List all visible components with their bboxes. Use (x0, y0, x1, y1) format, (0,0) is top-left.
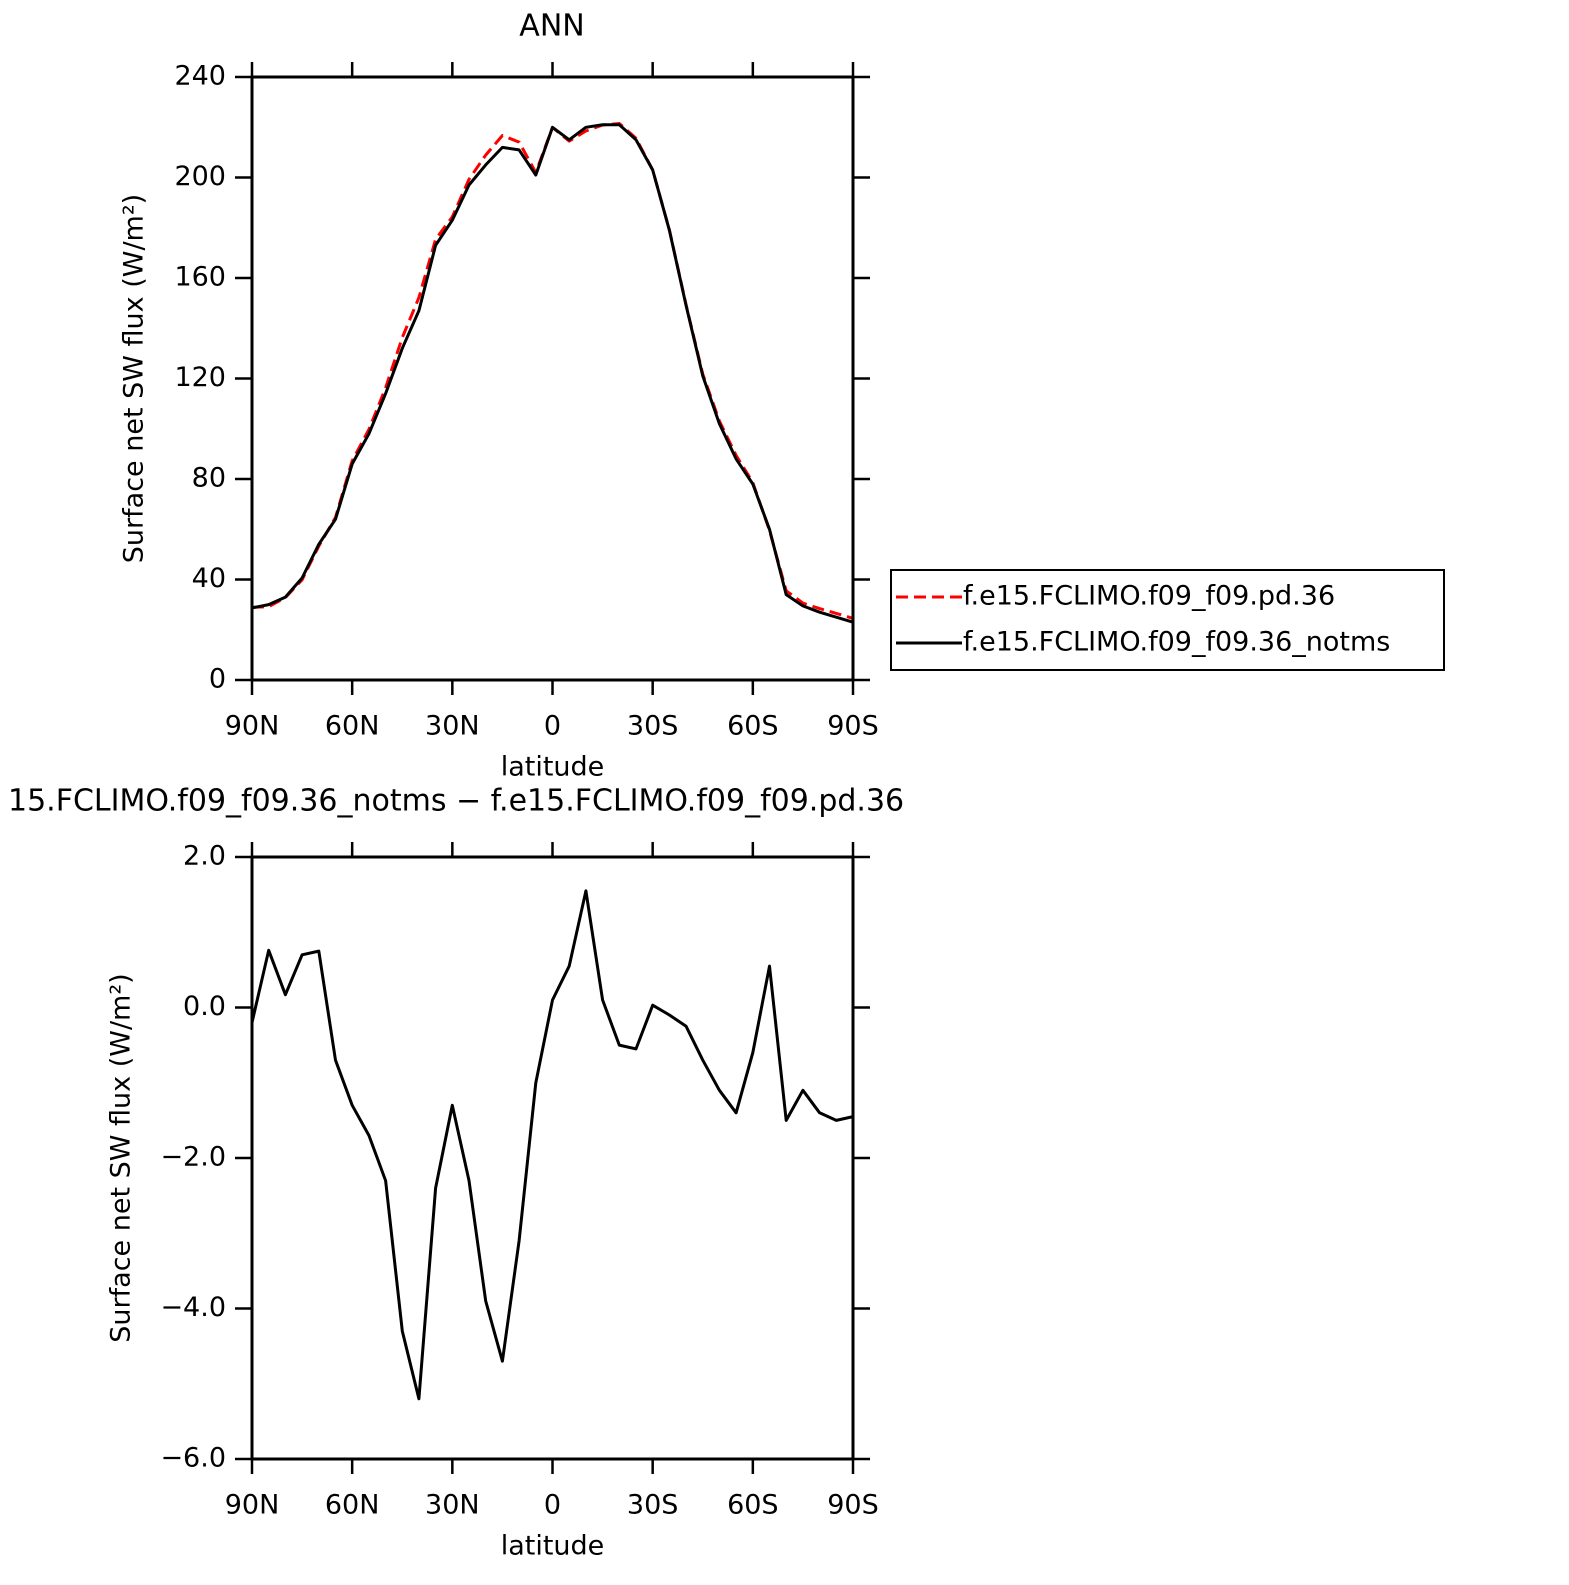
legend-label: f.e15.FCLIMO.f09_f09.pd.36 (963, 581, 1335, 612)
legend-box (890, 569, 1445, 671)
y-axis-label: Surface net SW flux (W/m²) (106, 973, 137, 1342)
y-tick-label: −2.0 (160, 1142, 226, 1173)
x-tick-label: 90N (225, 711, 280, 742)
y-tick-label: −4.0 (160, 1292, 226, 1323)
y-tick-label: 120 (174, 362, 226, 393)
y-tick-label: 0.0 (183, 991, 226, 1022)
x-tick-label: 60N (325, 1490, 380, 1521)
x-tick-label: 60S (727, 711, 779, 742)
x-tick-label: 60N (325, 711, 380, 742)
plot-frame (250, 75, 855, 682)
x-tick-label: 30N (425, 711, 480, 742)
y-tick-label: 2.0 (183, 841, 226, 872)
y-tick-label: 40 (192, 563, 226, 594)
y-tick-label: −6.0 (160, 1443, 226, 1474)
x-tick-label: 30S (627, 1490, 679, 1521)
x-tick-label: 90S (827, 1490, 879, 1521)
x-axis-label: latitude (501, 752, 605, 783)
x-tick-label: 0 (544, 711, 561, 742)
x-tick-label: 30S (627, 711, 679, 742)
x-tick-label: 90N (225, 1490, 280, 1521)
x-tick-label: 30N (425, 1490, 480, 1521)
plot-frame (250, 855, 855, 1461)
y-tick-label: 80 (192, 463, 226, 494)
y-tick-label: 160 (174, 262, 226, 293)
y-tick-label: 200 (174, 161, 226, 192)
series-line (251, 123, 854, 624)
series-line (250, 889, 854, 1401)
legend-label: f.e15.FCLIMO.f09_f09.36_notms (963, 627, 1390, 658)
x-axis-label: latitude (501, 1531, 605, 1562)
chart-title: ANN (519, 9, 584, 44)
series-line (251, 122, 854, 620)
x-tick-label: 0 (544, 1490, 561, 1521)
y-tick-label: 0 (209, 664, 226, 695)
chart-title: 15.FCLIMO.f09_f09.36_notms − f.e15.FCLIM… (8, 784, 904, 819)
y-tick-label: 240 (174, 61, 226, 92)
x-tick-label: 60S (727, 1490, 779, 1521)
x-tick-label: 90S (827, 711, 879, 742)
y-axis-label: Surface net SW flux (W/m²) (119, 194, 150, 563)
